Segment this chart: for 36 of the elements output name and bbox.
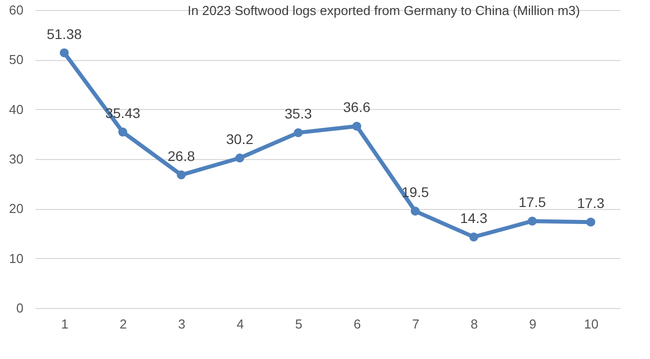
data-label: 35.3 — [284, 106, 312, 122]
point — [586, 218, 596, 227]
x-tick-label: 5 — [295, 316, 302, 332]
data-label: 17.5 — [518, 194, 546, 210]
point — [410, 206, 420, 216]
x-tick-label: 3 — [178, 316, 186, 332]
y-tick-label: 50 — [9, 52, 24, 68]
x-tick-label: 1 — [61, 316, 68, 332]
data-label: 51.38 — [46, 26, 82, 42]
chart-title: In 2023 Softwood logs exported from Germany to China (Million m3) — [188, 3, 580, 18]
point — [294, 128, 303, 138]
data-label: 26.8 — [168, 148, 196, 164]
x-tick-label: 9 — [529, 316, 536, 332]
x-tick-label: 6 — [354, 316, 361, 332]
y-tick-label: 60 — [9, 2, 24, 18]
x-tick-label: 4 — [236, 316, 244, 332]
y-tick-label: 0 — [16, 300, 24, 316]
y-tick-label: 30 — [9, 152, 24, 166]
x-tick-label: 8 — [470, 316, 478, 332]
point — [60, 48, 69, 58]
point — [352, 122, 362, 131]
point — [176, 170, 186, 180]
data-label: 14.3 — [460, 210, 488, 226]
y-tick-label: 20 — [9, 201, 24, 216]
x-tick-label: 10 — [584, 316, 598, 332]
point — [118, 128, 128, 136]
point — [528, 216, 537, 226]
x-tick-label: 7 — [412, 316, 420, 332]
x-tick-label: 2 — [120, 316, 127, 332]
data-label: 30.2 — [226, 131, 254, 148]
point — [235, 154, 244, 162]
y-tick-label: 40 — [9, 102, 24, 117]
data-label: 36.6 — [343, 99, 371, 116]
point — [469, 232, 478, 242]
data-label: 17.3 — [577, 195, 605, 212]
y-tick-label: 10 — [9, 250, 24, 266]
